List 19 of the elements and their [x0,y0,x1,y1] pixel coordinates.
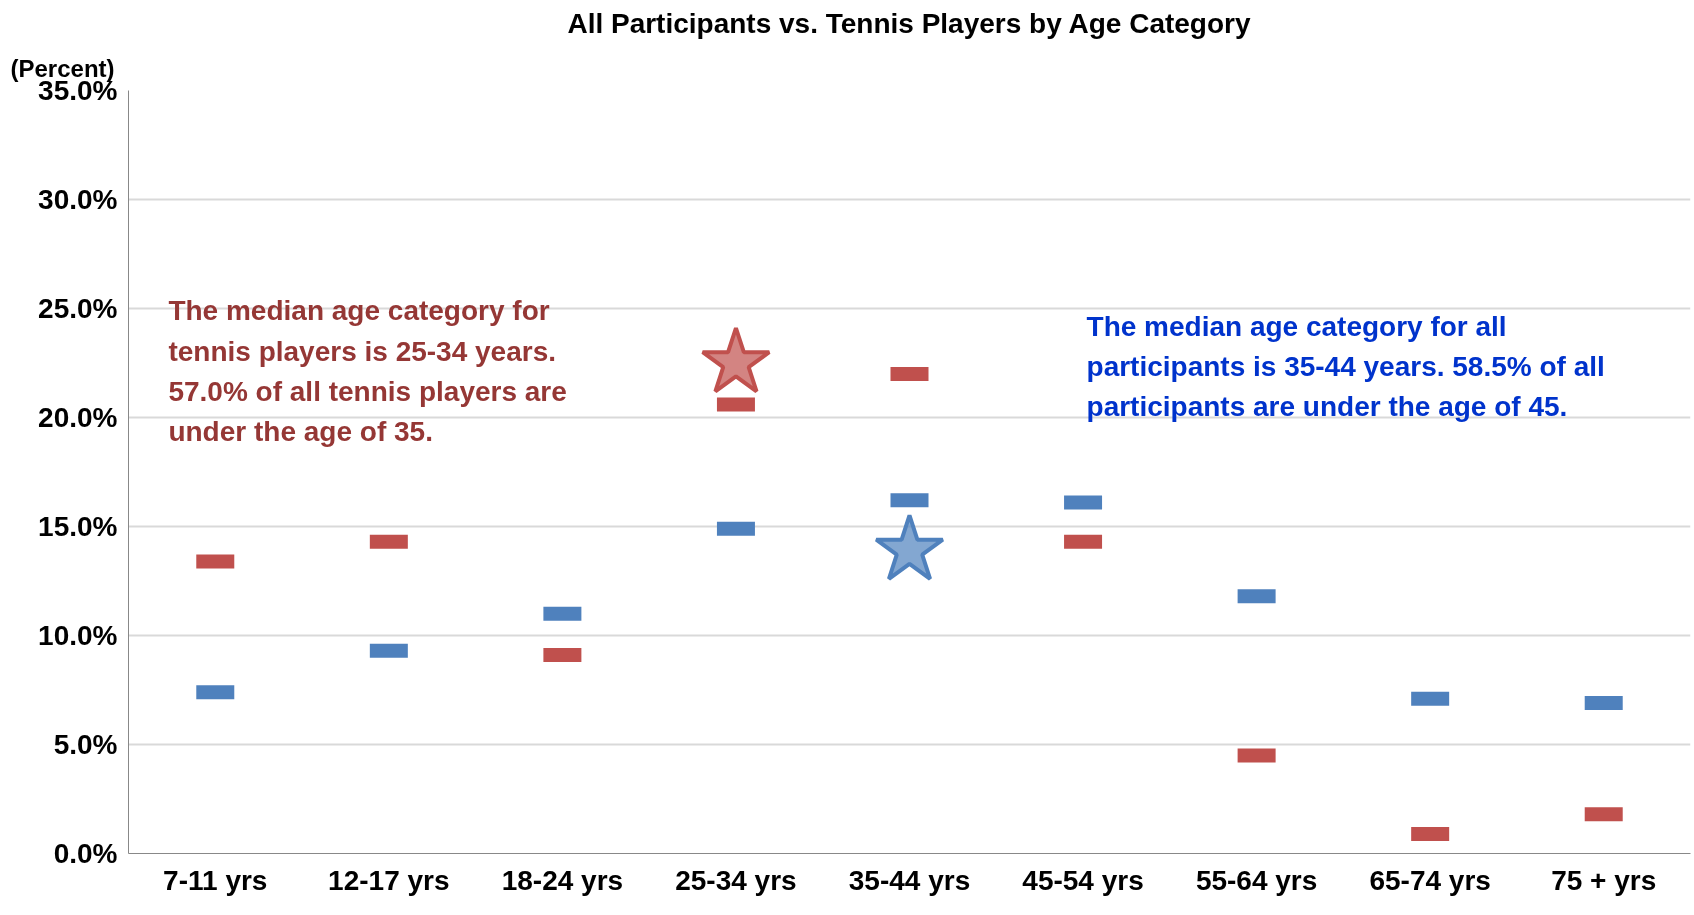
x-tick-label: 25-34 yrs [675,864,797,896]
y-tick-label: 30.0% [38,184,118,215]
y-tick-label: 25.0% [38,293,118,324]
x-tick-label: 75 + yrs [1551,864,1657,896]
y-tick-label: 5.0% [53,729,118,760]
y-tick-label: 0.0% [53,838,118,869]
x-tick-label: 7-11 yrs [163,864,268,896]
x-tick-label: 45-54 yrs [1022,864,1144,896]
annotation: The median age category for all participants is 35-44 years. 58.5% of all participants are under the age of 45. [1086,310,1605,423]
x-tick-label: 18-24 yrs [501,864,624,896]
x-tick-label: 12-17 yrs [328,864,450,896]
y-tick-label: 10.0% [38,620,118,651]
x-tick-label: 55-64 yrs [1195,864,1318,896]
x-tick-label: 35-44 yrs [848,864,971,896]
y-tick-label: 20.0% [38,402,118,433]
x-tick-label: 65-74 yrs [1369,864,1491,896]
annotation: The median age category for tennis players is 25-34 years. 57.0% of all tennis players are under the age of 35. [168,295,567,448]
y-tick-label: 15.0% [38,511,118,542]
chart-title: All Participants vs. Tennis Players by Age Category [567,7,1251,39]
